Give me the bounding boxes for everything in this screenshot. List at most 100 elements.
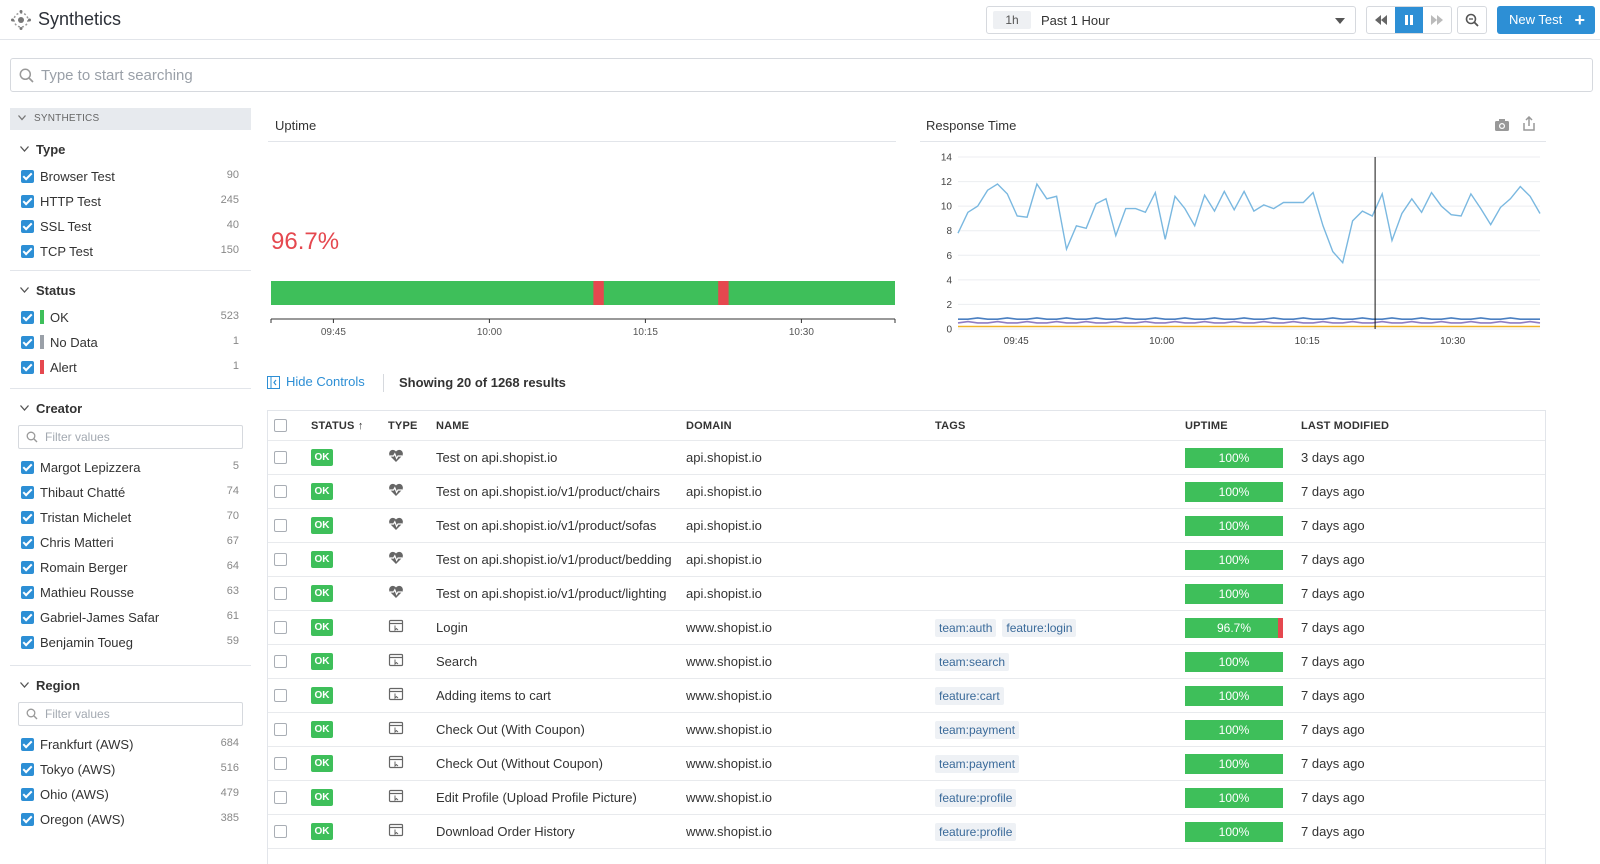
row-checkbox[interactable] xyxy=(274,791,287,804)
tag[interactable]: team:payment xyxy=(935,720,1020,739)
table-row[interactable]: OK Download Order History www.shopist.io fe… xyxy=(268,815,1545,849)
row-checkbox[interactable] xyxy=(274,723,287,736)
facet-item-creator[interactable]: Thibaut Chatté 74 xyxy=(10,480,251,505)
checkbox[interactable] xyxy=(21,461,34,474)
facet-item-no-data[interactable]: No Data 1 xyxy=(10,330,251,355)
test-name[interactable]: Test on api.shopist.io/v1/product/lighti… xyxy=(436,586,667,601)
facet-type-header[interactable]: Type xyxy=(10,136,251,164)
table-row[interactable]: OK Check Out (With Coupon) www.shopist.io t… xyxy=(268,713,1545,747)
facet-item-creator[interactable]: Margot Lepizzera 5 xyxy=(10,455,251,480)
export-icon[interactable] xyxy=(1521,116,1537,132)
column-header-last-modified[interactable]: LAST MODIFIED xyxy=(1301,419,1390,432)
checkbox[interactable] xyxy=(21,195,34,208)
table-row[interactable]: OK Search www.shopist.io team:search 100% 7 d… xyxy=(268,645,1545,679)
search-input[interactable] xyxy=(41,65,1541,85)
facet-item-ssl-test[interactable]: SSL Test 40 xyxy=(10,214,251,239)
row-checkbox[interactable] xyxy=(274,655,287,668)
checkbox[interactable] xyxy=(21,636,34,649)
checkbox[interactable] xyxy=(21,586,34,599)
checkbox[interactable] xyxy=(21,813,34,826)
column-header-uptime[interactable]: UPTIME xyxy=(1185,419,1228,432)
select-all-checkbox[interactable] xyxy=(274,419,287,432)
checkbox[interactable] xyxy=(21,763,34,776)
table-row[interactable]: OK Test on api.shopist.io/v1/product/ligh… xyxy=(268,577,1545,611)
test-name[interactable]: Download Order History xyxy=(436,824,575,839)
checkbox[interactable] xyxy=(21,220,34,233)
column-header-type[interactable]: TYPE xyxy=(388,419,418,432)
facet-item-creator[interactable]: Mathieu Rousse 63 xyxy=(10,580,251,605)
row-checkbox[interactable] xyxy=(274,553,287,566)
checkbox[interactable] xyxy=(21,486,34,499)
uptime-alert-segment[interactable] xyxy=(718,281,729,305)
test-name[interactable]: Check Out (With Coupon) xyxy=(436,722,585,737)
row-checkbox[interactable] xyxy=(274,485,287,498)
uptime-timeline[interactable]: 09:45 10:00 10:15 10:30 xyxy=(268,276,900,342)
facet-status-header[interactable]: Status xyxy=(10,277,251,305)
facet-item-tcp-test[interactable]: TCP Test 150 xyxy=(10,239,251,264)
table-row[interactable]: OK Test on api.shopist.io/v1/product/sofa… xyxy=(268,509,1545,543)
column-header-name[interactable]: NAME xyxy=(436,419,470,432)
pause-button[interactable] xyxy=(1395,7,1423,33)
table-row[interactable]: OK Test on api.shopist.io/v1/product/chai… xyxy=(268,475,1545,509)
facet-item-creator[interactable]: Chris Matteri 67 xyxy=(10,530,251,555)
tag[interactable]: team:payment xyxy=(935,754,1020,773)
table-row[interactable]: OK Test on api.shopist.io api.shopist.io 10… xyxy=(268,441,1545,475)
creator-filter-input[interactable] xyxy=(45,430,235,444)
row-checkbox[interactable] xyxy=(274,519,287,532)
facet-creator-header[interactable]: Creator xyxy=(10,395,251,423)
facet-region-header[interactable]: Region xyxy=(10,672,251,700)
zoom-out-button[interactable] xyxy=(1457,6,1487,34)
facet-item-ok[interactable]: OK 523 xyxy=(10,305,251,330)
row-checkbox[interactable] xyxy=(274,689,287,702)
test-name[interactable]: Search xyxy=(436,654,478,669)
test-name[interactable]: Check Out (Without Coupon) xyxy=(436,756,603,771)
facet-item-region[interactable]: Tokyo (AWS) 516 xyxy=(10,757,251,782)
row-checkbox[interactable] xyxy=(274,451,287,464)
tag[interactable]: feature:cart xyxy=(935,686,1004,705)
camera-icon[interactable] xyxy=(1494,118,1510,132)
row-checkbox[interactable] xyxy=(274,825,287,838)
facet-item-browser-test[interactable]: Browser Test 90 xyxy=(10,164,251,189)
facet-item-creator[interactable]: Romain Berger 64 xyxy=(10,555,251,580)
test-name[interactable]: Test on api.shopist.io xyxy=(436,450,558,465)
test-name[interactable]: Test on api.shopist.io/v1/product/chairs xyxy=(436,484,661,499)
test-name[interactable]: Test on api.shopist.io/v1/product/beddin… xyxy=(436,552,672,567)
table-row[interactable]: OK Edit Profile (Upload Profile Picture) w… xyxy=(268,781,1545,815)
checkbox[interactable] xyxy=(21,788,34,801)
facet-item-http-test[interactable]: HTTP Test 245 xyxy=(10,189,251,214)
tag[interactable]: feature:login xyxy=(1002,618,1077,637)
uptime-alert-segment[interactable] xyxy=(593,281,604,305)
rewind-button[interactable] xyxy=(1367,7,1395,33)
tag[interactable]: feature:profile xyxy=(935,788,1017,807)
fast-forward-button[interactable] xyxy=(1423,7,1451,33)
checkbox[interactable] xyxy=(21,611,34,624)
tag[interactable]: feature:profile xyxy=(935,822,1017,841)
test-name[interactable]: Adding items to cart xyxy=(436,688,551,703)
row-checkbox[interactable] xyxy=(274,621,287,634)
checkbox[interactable] xyxy=(21,336,34,349)
tag[interactable]: team:auth xyxy=(935,618,997,637)
checkbox[interactable] xyxy=(21,738,34,751)
response-time-chart[interactable]: 14 12 10 8 6 4 2 0 09:45 10:00 10:15 10:30 xyxy=(920,148,1550,352)
checkbox[interactable] xyxy=(21,311,34,324)
time-range-picker[interactable]: 1h Past 1 Hour xyxy=(986,6,1356,34)
checkbox[interactable] xyxy=(21,245,34,258)
column-header-status[interactable]: STATUS ↑ xyxy=(311,419,364,432)
synthetics-section-header[interactable]: SYNTHETICS xyxy=(10,108,251,130)
column-header-tags[interactable]: TAGS xyxy=(935,419,966,432)
table-row[interactable]: OK Adding items to cart www.shopist.io feat… xyxy=(268,679,1545,713)
column-header-domain[interactable]: DOMAIN xyxy=(686,419,732,432)
facet-item-region[interactable]: Oregon (AWS) 385 xyxy=(10,807,251,832)
facet-item-alert[interactable]: Alert 1 xyxy=(10,355,251,380)
row-checkbox[interactable] xyxy=(274,757,287,770)
facet-item-creator[interactable]: Benjamin Toueg 59 xyxy=(10,630,251,655)
test-name[interactable]: Login xyxy=(436,620,468,635)
row-checkbox[interactable] xyxy=(274,587,287,600)
facet-item-creator[interactable]: Tristan Michelet 70 xyxy=(10,505,251,530)
new-test-button[interactable]: New Test + xyxy=(1497,6,1595,34)
checkbox[interactable] xyxy=(21,361,34,374)
facet-item-creator[interactable]: Gabriel-James Safar 61 xyxy=(10,605,251,630)
checkbox[interactable] xyxy=(21,561,34,574)
checkbox[interactable] xyxy=(21,511,34,524)
table-row[interactable]: OK Login www.shopist.io team:auth feature:lo… xyxy=(268,611,1545,645)
